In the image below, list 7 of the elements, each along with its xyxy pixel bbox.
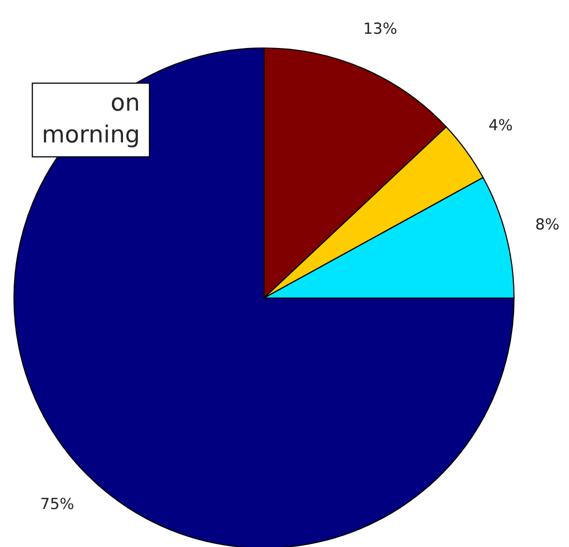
data-label: 4% <box>489 118 512 131</box>
data-label: 13% <box>364 22 396 34</box>
text: morning <box>44 124 138 148</box>
data-label: 75% <box>41 498 74 510</box>
text: on <box>112 97 138 111</box>
pie-slice <box>13 47 515 547</box>
data-label: 8% <box>536 218 559 230</box>
